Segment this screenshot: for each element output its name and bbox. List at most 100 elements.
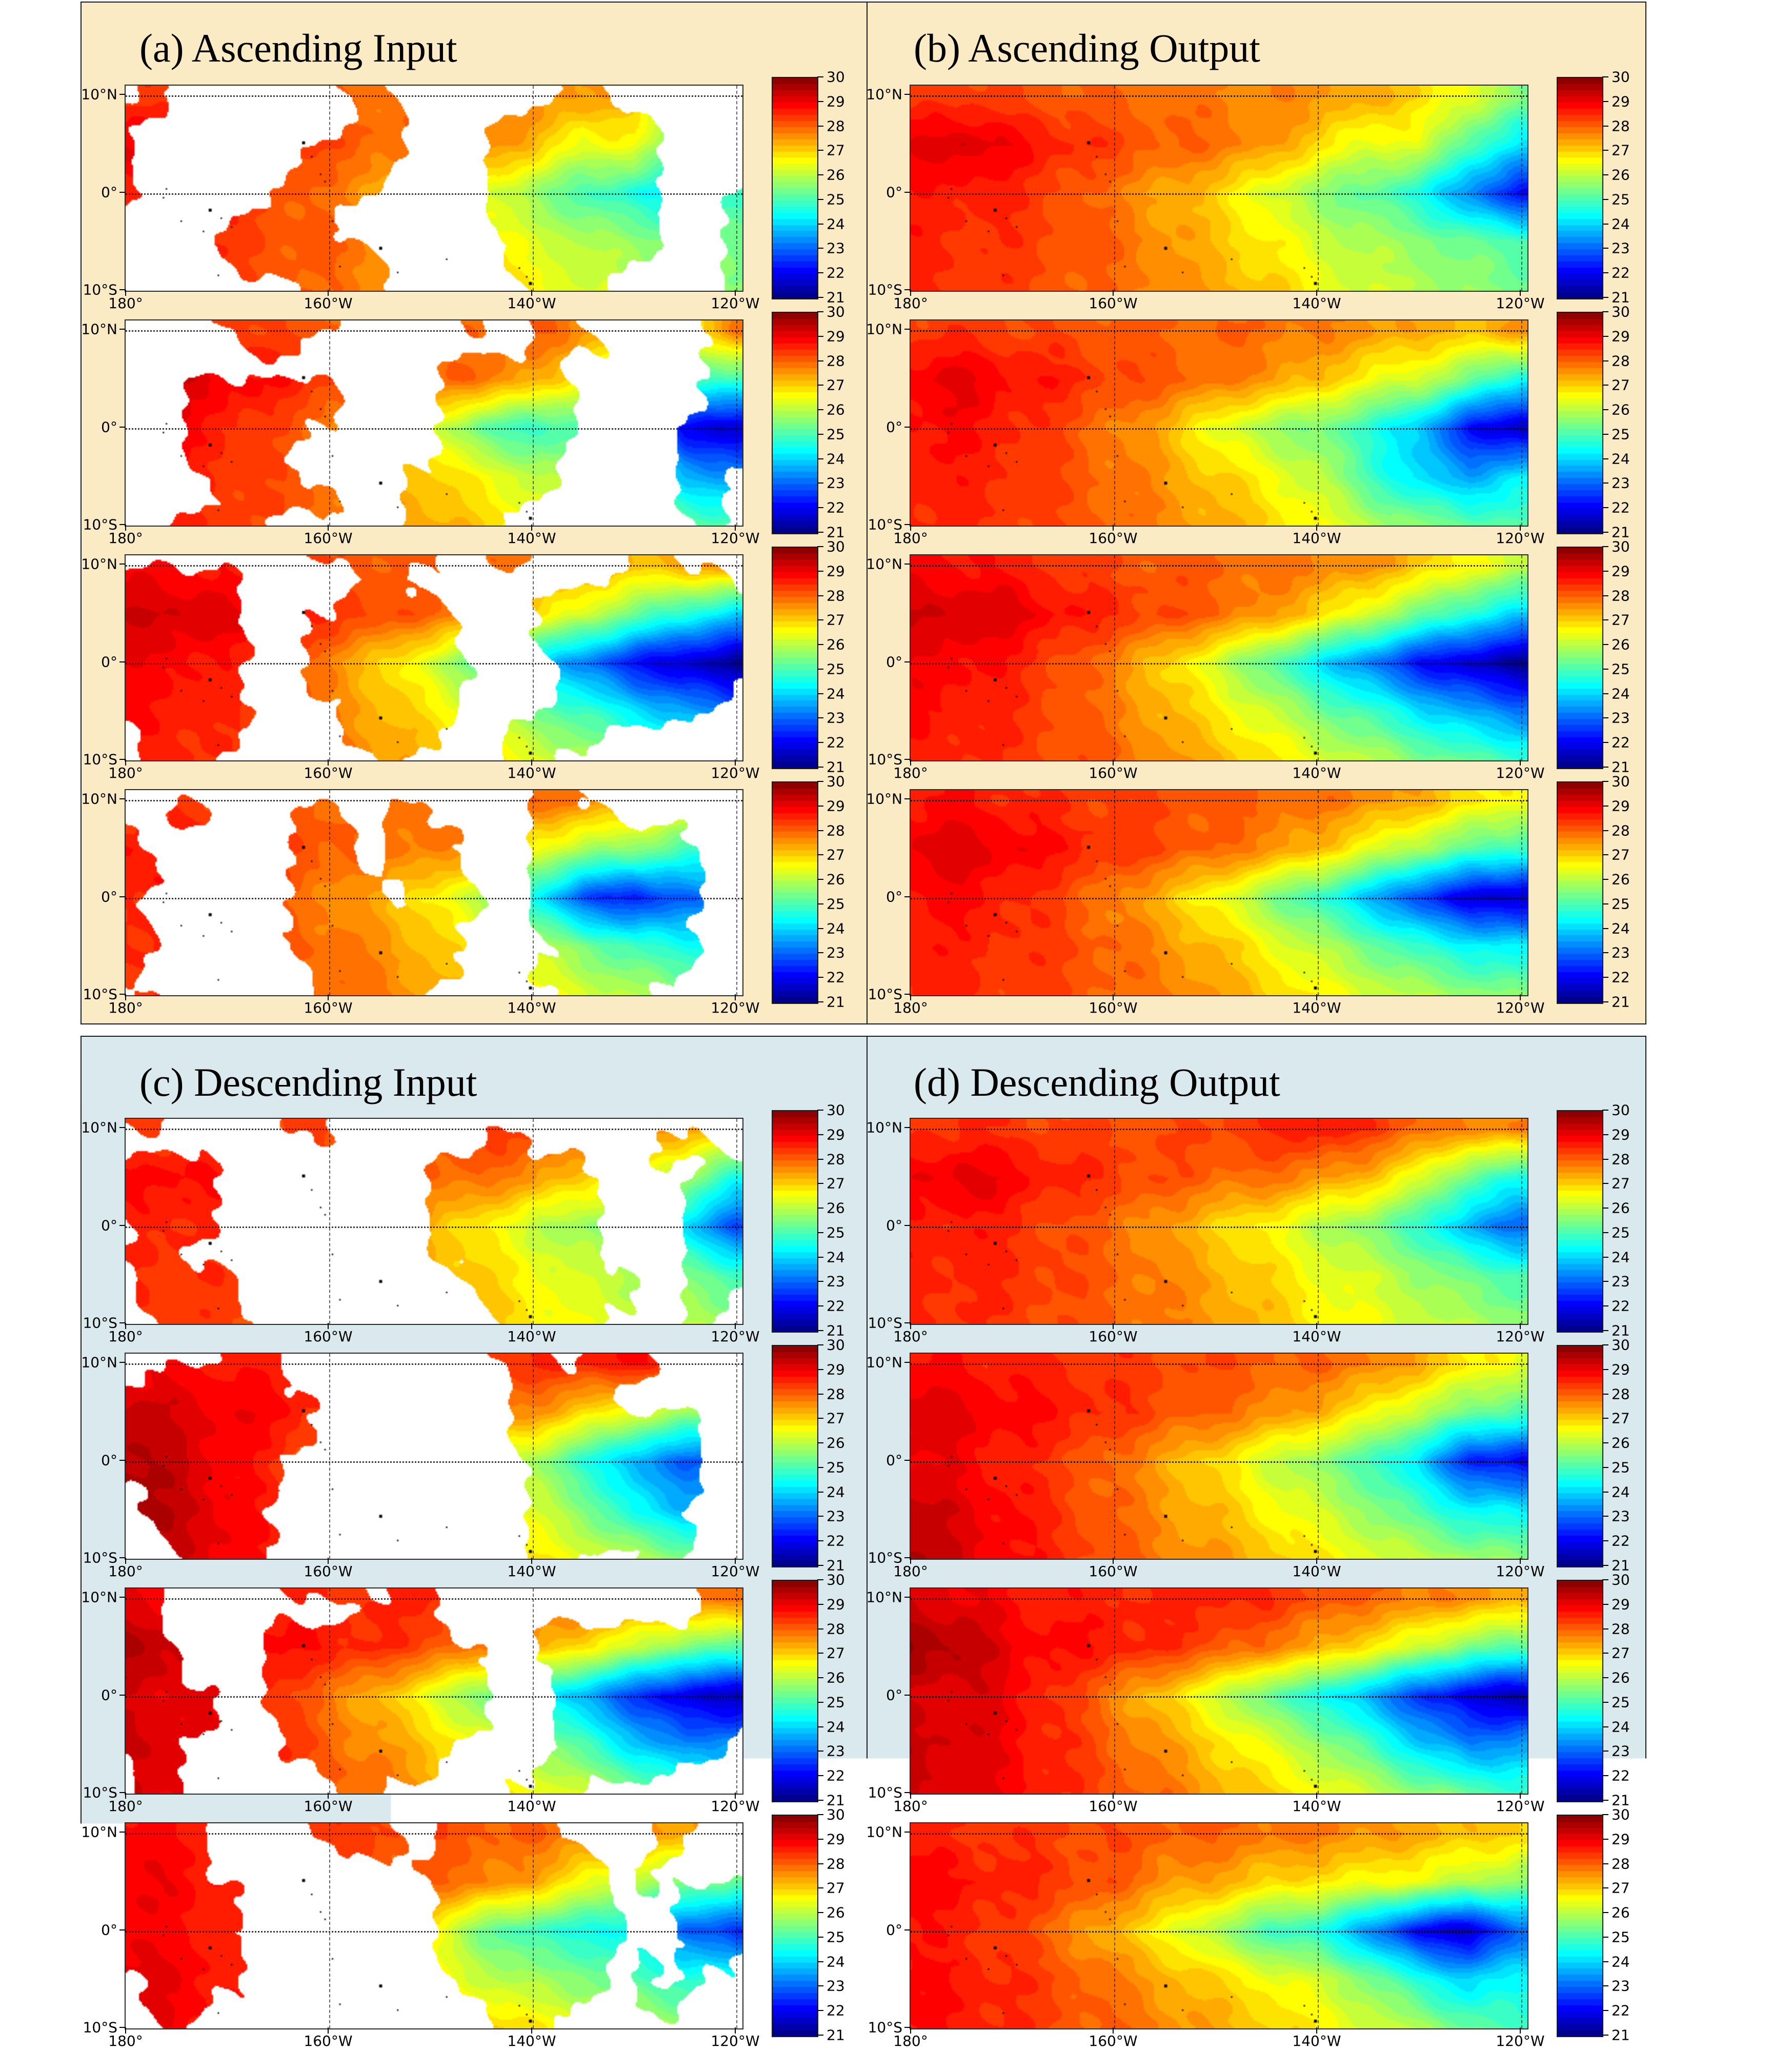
x-tick-mark (531, 759, 532, 766)
x-tick-label: 160°W (1089, 1798, 1137, 1815)
lon-gridline (1114, 790, 1115, 995)
colorbar-tick-mark (1602, 434, 1608, 435)
lon-gridline (329, 1588, 330, 1794)
y-tick-label: 10°N (866, 86, 902, 103)
x-tick-label: 180° (893, 1328, 928, 1345)
sst-map-a1 (125, 85, 743, 292)
y-tick-mark (904, 1127, 911, 1128)
y-tick-mark (904, 564, 911, 565)
colorbar-tick-mark (1602, 928, 1608, 929)
colorbar-tick-label: 23 (827, 475, 845, 492)
lon-gridline (1114, 86, 1115, 291)
colorbar-tick-label: 26 (1612, 636, 1630, 653)
colorbar-tick-label: 28 (827, 1856, 845, 1873)
x-tick-mark (1113, 994, 1114, 1000)
colorbar-tick-label: 29 (827, 798, 845, 815)
x-tick-label: 140°W (507, 765, 556, 781)
colorbar-tick-label: 25 (827, 191, 845, 208)
colorbar-tick-label: 22 (827, 1533, 845, 1550)
colorbar-tick-label: 23 (827, 944, 845, 961)
map-row-b4: 10°N 0° 10°S 180° 160°W 140°W 120°W 30 29 28 27 26 2… (867, 789, 1649, 1024)
y-tick-label: 0° (886, 1217, 902, 1234)
sst-field-canvas (126, 1354, 742, 1559)
x-tick-mark (1316, 1323, 1317, 1329)
colorbar-tick-mark (817, 693, 823, 694)
y-tick-label: 0° (886, 1687, 902, 1704)
sst-map-d1 (910, 1118, 1528, 1325)
colorbar-tick-label: 25 (827, 896, 845, 913)
lon-gridline (533, 555, 534, 760)
colorbar (772, 781, 818, 1004)
lat-gridline (126, 1129, 742, 1130)
x-tick-mark (1316, 2027, 1317, 2034)
colorbar-tick-mark (817, 1565, 823, 1566)
colorbar-tick-label: 21 (1612, 994, 1630, 1011)
ascending-section: (a) Ascending Input (b) Ascending Output… (80, 2, 1646, 1024)
lon-gridline (533, 1119, 534, 1324)
colorbar (772, 1345, 818, 1567)
sst-map-d3 (910, 1587, 1528, 1795)
colorbar-tick-label: 24 (1612, 1719, 1630, 1736)
colorbar-tick-label: 26 (1612, 1669, 1630, 1686)
map-row-b2: 10°N 0° 10°S 180° 160°W 140°W 120°W 30 29 28 27 26 2… (867, 319, 1649, 554)
colorbar-tick-label: 25 (1612, 426, 1630, 443)
x-tick-mark (1316, 994, 1317, 1000)
x-tick-label: 160°W (1089, 2033, 1137, 2049)
y-tick-mark (119, 661, 126, 662)
colorbar-tick-label: 30 (827, 304, 845, 320)
map-row-c4: 10°N 0° 10°S 180° 160°W 140°W 120°W 30 29 28 27 26 2… (82, 1822, 864, 2057)
colorbar-tick-mark (817, 311, 823, 312)
colorbar-tick-mark (817, 1677, 823, 1678)
colorbar-tick-label: 23 (1612, 944, 1630, 961)
sst-map-a4 (125, 789, 743, 996)
x-tick-mark (1520, 290, 1521, 296)
x-tick-label: 180° (108, 1328, 143, 1345)
lat-gridline (126, 663, 742, 665)
x-tick-label: 120°W (1496, 765, 1544, 781)
colorbar-tick-mark (1602, 830, 1608, 831)
colorbar-tick-mark (817, 669, 823, 670)
y-tick-label: 0° (886, 184, 902, 201)
colorbar-canvas (1558, 548, 1602, 768)
colorbar-tick-label: 22 (1612, 265, 1630, 281)
sst-map-d4 (910, 1822, 1528, 2029)
lon-gridline (1318, 790, 1319, 995)
colorbar-tick-mark (1602, 1604, 1608, 1605)
x-tick-label: 140°W (507, 1798, 556, 1815)
colorbar-tick-label: 26 (827, 167, 845, 184)
x-tick-label: 180° (108, 2033, 143, 2049)
colorbar-tick-label: 28 (1612, 1621, 1630, 1638)
lon-gridline (736, 1119, 737, 1324)
colorbar-tick-label: 25 (827, 1694, 845, 1711)
x-tick-label: 180° (893, 999, 928, 1016)
y-tick-mark (904, 1695, 911, 1696)
colorbar-tick-label: 28 (827, 588, 845, 605)
colorbar-tick-mark (817, 1232, 823, 1233)
y-tick-mark (119, 1225, 126, 1226)
x-tick-label: 120°W (1496, 530, 1544, 547)
x-tick-label: 180° (108, 765, 143, 781)
sst-field-canvas (126, 790, 742, 995)
lat-gridline (911, 1696, 1527, 1698)
colorbar-tick-mark (817, 1887, 823, 1888)
sst-map-c1 (125, 1118, 743, 1325)
y-tick-mark (119, 564, 126, 565)
colorbar-tick-label: 23 (1612, 1273, 1630, 1290)
x-tick-mark (125, 2027, 126, 2034)
colorbar-tick-mark (1602, 767, 1608, 768)
colorbar-tick-mark (817, 571, 823, 572)
colorbar-tick-mark (1602, 644, 1608, 645)
y-tick-label: 10°N (81, 1824, 117, 1841)
y-tick-mark (119, 94, 126, 95)
colorbar-tick-label: 28 (1612, 1856, 1630, 1873)
lon-gridline (1521, 1588, 1522, 1794)
x-tick-mark (1520, 525, 1521, 531)
x-tick-label: 140°W (507, 530, 556, 547)
colorbar-tick-label: 28 (827, 118, 845, 135)
x-tick-label: 160°W (304, 999, 352, 1016)
x-tick-mark (1113, 759, 1114, 766)
colorbar-tick-mark (817, 297, 823, 298)
lat-gridline (126, 1226, 742, 1228)
colorbar-tick-mark (817, 854, 823, 855)
colorbar-tick-mark (817, 595, 823, 596)
